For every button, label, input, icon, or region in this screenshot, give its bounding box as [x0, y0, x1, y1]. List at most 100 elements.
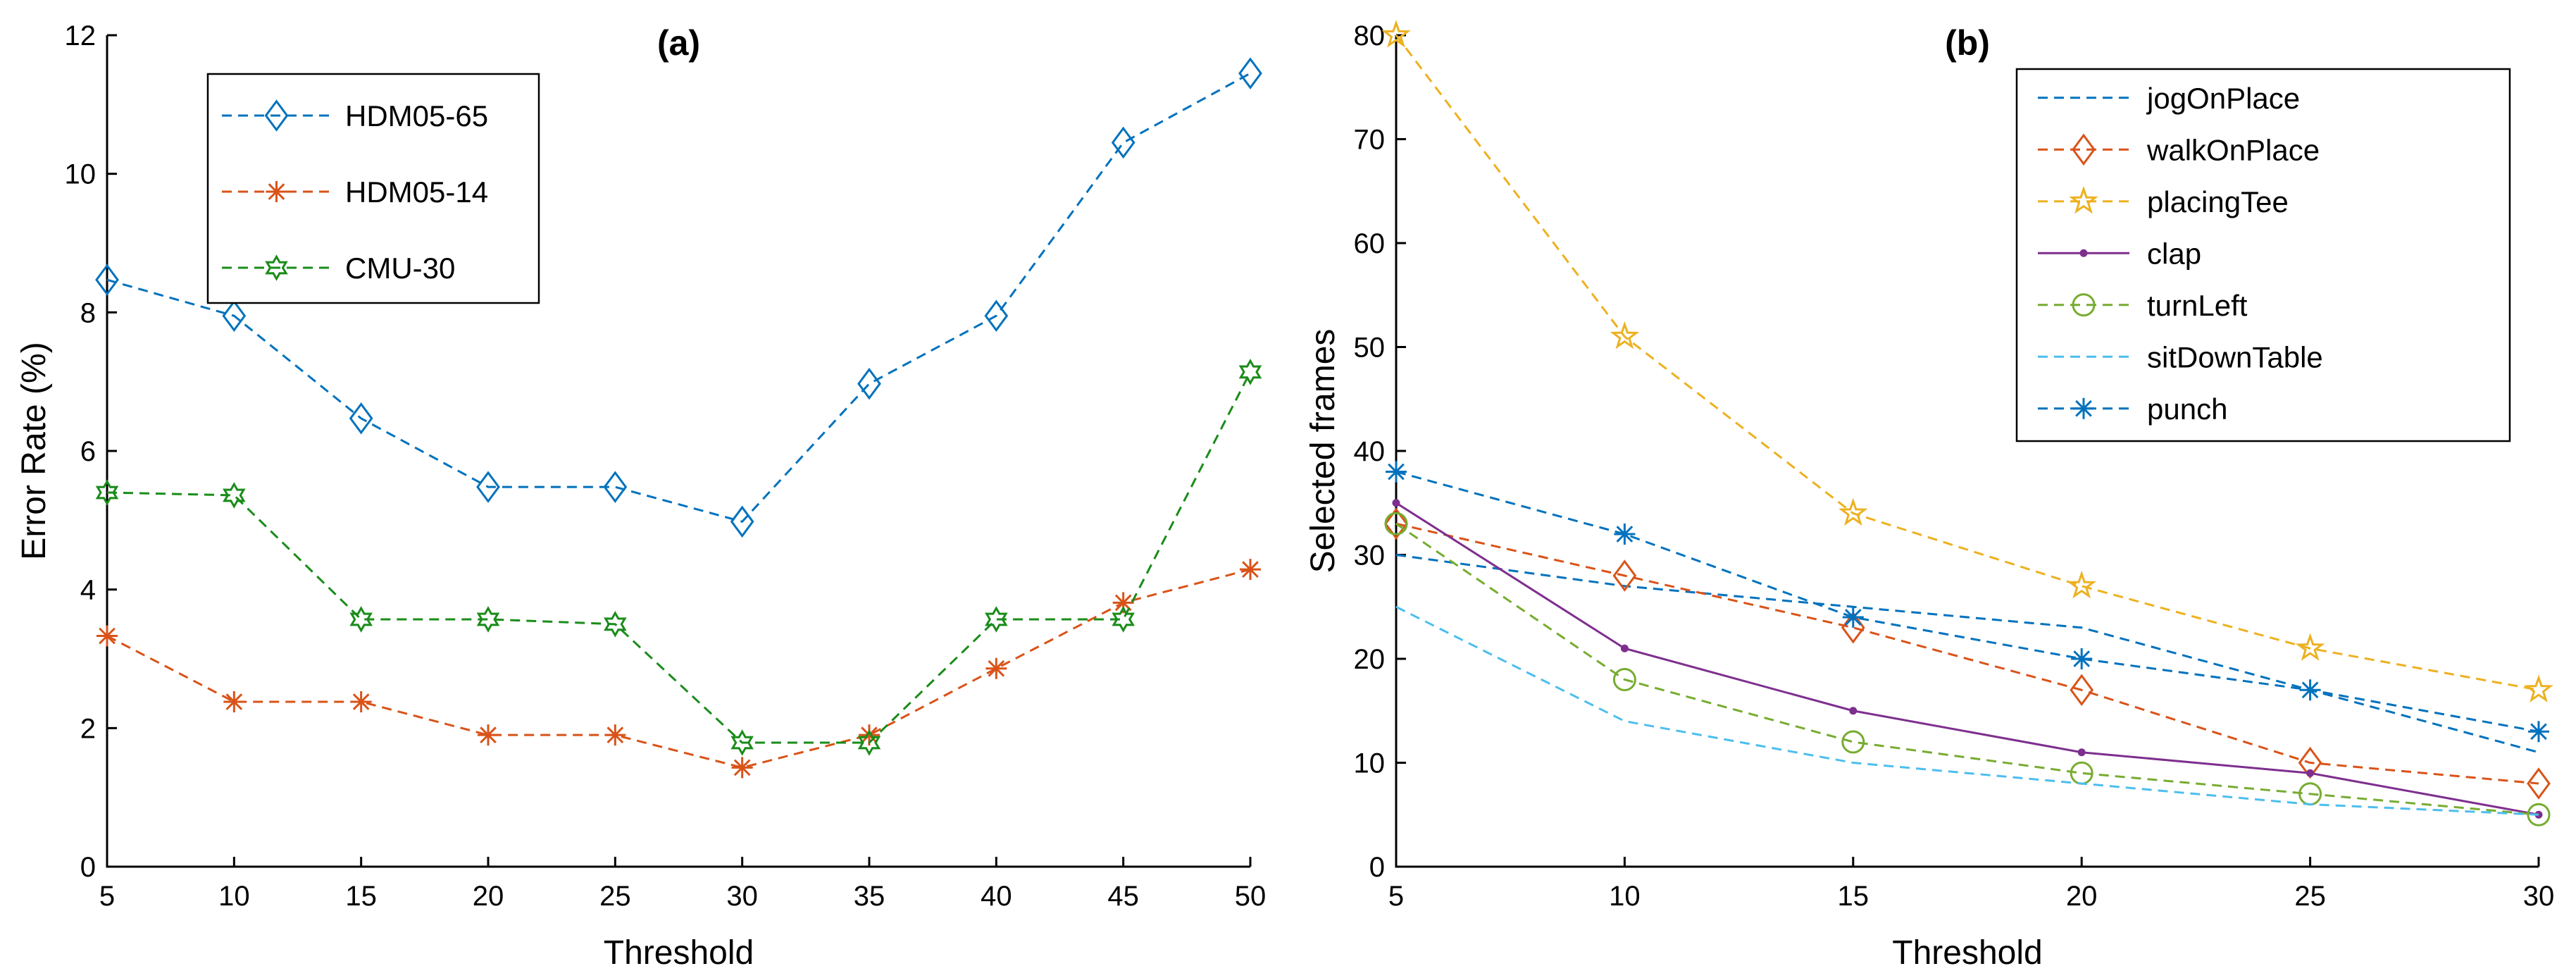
data-point: [1842, 607, 1864, 628]
y-tick-label: 8: [80, 297, 96, 328]
legend-marker: [2072, 133, 2096, 166]
legend-marker: [264, 99, 289, 132]
data-point: [2528, 721, 2549, 743]
legend-label: clap: [2147, 237, 2201, 270]
y-tick-label: 70: [1354, 125, 1386, 156]
y-tick-label: 10: [65, 159, 97, 190]
legend-label: turnLeft: [2147, 289, 2248, 322]
legend-entry: turnLeft: [2038, 289, 2248, 322]
chart-panel-b: 5 10 15 20 25 30 0 10 20 30 40 50 60 70 80 (b) Threshold…: [1305, 20, 2554, 972]
series-line: [1395, 522, 2539, 785]
data-point: [1111, 126, 1135, 159]
data-point: [1614, 524, 1636, 545]
y-tick-label: 0: [80, 852, 96, 883]
series-line: [1395, 471, 2539, 733]
legend-label: sitDownTable: [2147, 340, 2323, 373]
data-point: [1849, 707, 1858, 715]
data-point: [730, 505, 754, 538]
data-point: [1112, 606, 1135, 633]
x-tick-label: 5: [99, 881, 115, 912]
legend-entry: sitDownTable: [2038, 340, 2323, 373]
data-point: [1238, 359, 1262, 385]
x-tick-label: 10: [1609, 881, 1641, 912]
data-point: [604, 611, 627, 638]
data-point: [95, 479, 119, 506]
data-point: [2077, 748, 2086, 757]
data-point: [1238, 57, 1262, 89]
y-tick-label: 20: [1354, 644, 1386, 675]
data-point: [476, 606, 500, 633]
data-point: [984, 299, 1009, 333]
legend-label: CMU-30: [345, 252, 455, 285]
series-HDM05-65: [95, 57, 1262, 538]
series-line: [106, 72, 1251, 523]
y-tick-label: 50: [1354, 333, 1386, 364]
data-point: [1612, 668, 1636, 691]
data-point: [730, 729, 754, 756]
legend-label: HDM05-14: [345, 175, 488, 209]
y-tick-label: 2: [80, 713, 96, 744]
series-HDM05-14: [97, 559, 1261, 779]
series-sitDownTable: [1395, 605, 2539, 816]
legend-entry: CMU-30: [222, 252, 455, 285]
series-walkOnPlace: [1384, 507, 2551, 800]
data-point: [2299, 679, 2321, 701]
x-tick-label: 15: [345, 881, 377, 912]
data-point: [349, 402, 373, 435]
y-tick-label: 80: [1354, 20, 1386, 51]
series-line: [1395, 523, 2539, 816]
data-point: [1612, 559, 1637, 592]
legend-marker: [266, 181, 287, 202]
series-line: [1395, 35, 2539, 691]
legend-box: [206, 73, 540, 304]
legend-label: placingTee: [2147, 185, 2289, 218]
data-point: [2070, 674, 2094, 707]
y-tick-label: 10: [1354, 748, 1386, 779]
x-tick-label: 25: [599, 881, 631, 912]
data-point: [349, 606, 373, 633]
data-point: [1386, 461, 1407, 483]
data-point: [603, 471, 628, 503]
chart-title: (a): [657, 23, 700, 63]
data-point: [1838, 497, 1868, 526]
data-point: [1392, 499, 1400, 507]
data-point: [985, 657, 1007, 679]
x-tick-label: 20: [2066, 881, 2098, 912]
legend-label: jogOnPlace: [2146, 82, 2300, 115]
y-tick-label: 40: [1354, 436, 1386, 467]
x-tick-label: 10: [218, 881, 250, 912]
data-point: [478, 724, 499, 746]
data-point: [1841, 730, 1865, 754]
series-line: [1395, 554, 2539, 754]
data-point: [1381, 20, 1411, 48]
data-point: [476, 471, 500, 503]
data-point: [2527, 767, 2551, 800]
legend-marker: [2073, 397, 2094, 419]
x-tick-label: 45: [1107, 881, 1139, 912]
data-point: [1620, 644, 1629, 652]
data-point: [859, 724, 880, 746]
legend-label: walkOnPlace: [2146, 133, 2320, 166]
data-point: [857, 367, 881, 400]
x-tick-label: 5: [1388, 881, 1404, 912]
data-point: [2524, 674, 2553, 702]
data-point: [222, 299, 247, 333]
x-axis-label: Threshold: [604, 934, 754, 972]
x-tick-label: 30: [726, 881, 758, 912]
y-tick-label: 4: [80, 575, 96, 606]
data-point: [2067, 570, 2096, 599]
legend-label: HDM05-65: [345, 99, 488, 132]
legend-label: punch: [2147, 392, 2227, 426]
legend-entry: punch: [2038, 392, 2227, 426]
data-point: [223, 691, 245, 712]
data-point: [2071, 648, 2093, 669]
y-axis-label: Error Rate (%): [15, 342, 53, 559]
legend: jogOnPlace walkOnPlace placingTee clap turnL…: [2015, 68, 2511, 442]
legend-marker: [2079, 249, 2088, 257]
data-point: [350, 691, 372, 712]
data-point: [1384, 512, 1408, 536]
data-point: [1240, 559, 1261, 581]
data-point: [985, 606, 1008, 633]
series-line: [106, 371, 1252, 744]
legend-marker: [265, 254, 288, 281]
